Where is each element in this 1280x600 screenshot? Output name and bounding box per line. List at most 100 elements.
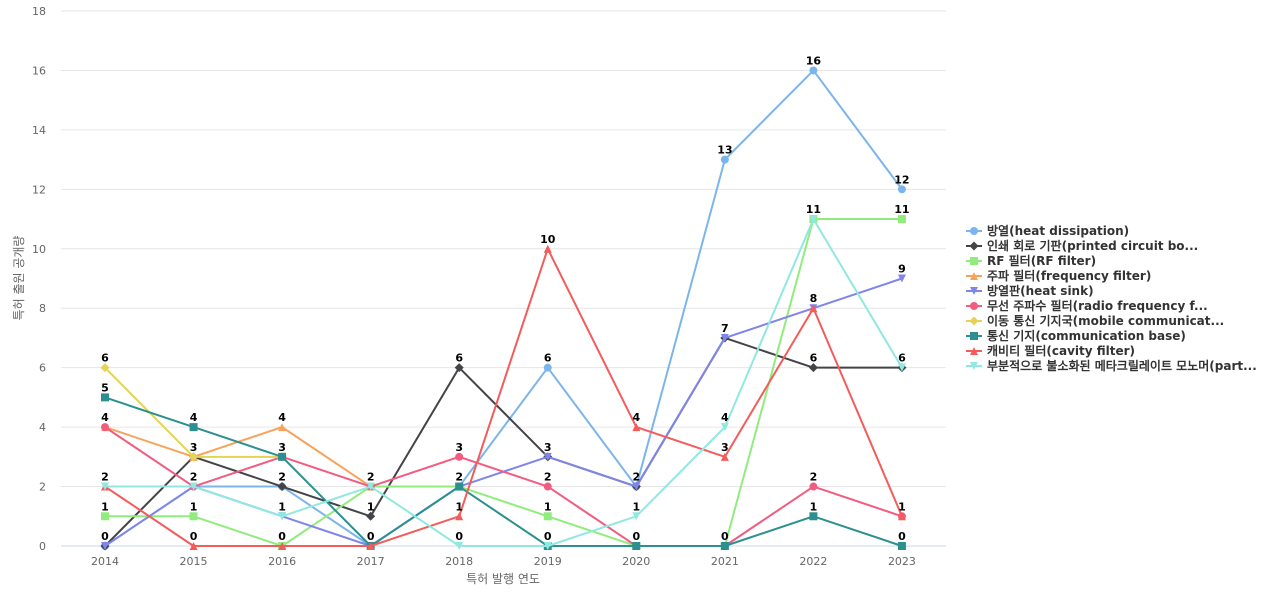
data-point[interactable] xyxy=(809,66,818,75)
data-point[interactable] xyxy=(808,363,818,373)
legend-item-2[interactable]: 인쇄 회로 기판(printed circuit bo... xyxy=(966,238,1198,253)
data-point[interactable] xyxy=(278,452,287,461)
data-label: 1 xyxy=(544,500,552,513)
legend-symbol xyxy=(970,362,978,370)
data-point[interactable] xyxy=(543,512,552,521)
series-2 xyxy=(100,333,907,551)
data-label: 6 xyxy=(101,352,109,365)
data-point[interactable] xyxy=(455,512,464,521)
data-label: 2 xyxy=(367,471,375,484)
data-point[interactable] xyxy=(189,423,198,432)
data-point[interactable] xyxy=(632,482,641,491)
x-tick-label: 2016 xyxy=(268,555,296,568)
data-point[interactable] xyxy=(101,423,109,432)
data-point[interactable] xyxy=(809,304,818,313)
x-tick-label: 2022 xyxy=(799,555,827,568)
legend-label: 이동 통신 기지국(mobile communicat... xyxy=(987,313,1224,328)
data-point[interactable] xyxy=(101,393,109,402)
data-point[interactable] xyxy=(366,482,375,491)
data-point[interactable] xyxy=(720,423,729,432)
data-point[interactable] xyxy=(809,482,818,491)
data-label: 7 xyxy=(721,322,729,335)
data-point[interactable] xyxy=(189,542,198,550)
data-point[interactable] xyxy=(101,482,109,491)
y-tick-label: 10 xyxy=(32,243,46,256)
data-point[interactable] xyxy=(720,155,729,164)
data-label: 6 xyxy=(898,352,906,365)
data-label: 0 xyxy=(101,530,109,543)
data-label: 3 xyxy=(455,441,463,454)
data-point[interactable] xyxy=(720,452,729,461)
data-point[interactable] xyxy=(897,542,906,550)
legend-item-3[interactable]: RF 필터(RF filter) xyxy=(966,253,1096,268)
y-tick-label: 0 xyxy=(39,540,46,553)
data-point[interactable] xyxy=(278,542,287,550)
legend-label: RF 필터(RF filter) xyxy=(987,253,1096,268)
legend-item-5[interactable]: 방열판(heat sink) xyxy=(966,283,1094,298)
legend-label: 통신 기지(communication base) xyxy=(987,328,1186,343)
data-point[interactable] xyxy=(100,363,110,373)
y-axis-title: 특허 출원 공개량 xyxy=(12,236,26,321)
data-point[interactable] xyxy=(897,215,906,224)
legend-item-8[interactable]: 통신 기지(communication base) xyxy=(966,328,1186,343)
data-point[interactable] xyxy=(809,215,818,224)
data-point[interactable] xyxy=(278,512,287,521)
data-point[interactable] xyxy=(454,363,464,373)
data-label: 4 xyxy=(721,411,729,424)
data-point[interactable] xyxy=(366,542,375,550)
data-point[interactable] xyxy=(278,423,287,432)
legend-item-9[interactable]: 캐비티 필터(cavity filter) xyxy=(966,343,1135,358)
legend-item-1[interactable]: 방열(heat dissipation) xyxy=(966,223,1129,238)
data-point[interactable] xyxy=(543,244,552,253)
legend-item-6[interactable]: 무선 주파수 필터(radio frequency f... xyxy=(966,298,1208,313)
data-label: 2 xyxy=(544,471,552,484)
series-lines xyxy=(100,66,907,551)
data-point[interactable] xyxy=(455,482,464,491)
data-point[interactable] xyxy=(632,512,641,521)
data-label: 13 xyxy=(717,144,732,157)
data-point[interactable] xyxy=(189,482,198,491)
legend-item-7[interactable]: 이동 통신 기지국(mobile communicat... xyxy=(966,313,1224,328)
y-tick-label: 2 xyxy=(39,481,46,494)
data-label: 8 xyxy=(810,292,818,305)
legend-symbol xyxy=(970,347,978,355)
data-label: 3 xyxy=(544,441,552,454)
data-point[interactable] xyxy=(101,542,109,550)
data-point[interactable] xyxy=(543,363,552,372)
data-point[interactable] xyxy=(543,542,552,550)
legend-item-10[interactable]: 부분적으로 불소화된 메타크릴레이트 모노머(part... xyxy=(966,358,1257,373)
legend-symbol xyxy=(970,257,978,265)
data-point[interactable] xyxy=(720,542,729,550)
y-tick-label: 12 xyxy=(32,183,46,196)
data-point[interactable] xyxy=(897,512,906,521)
data-label: 4 xyxy=(278,411,286,424)
series-line xyxy=(104,426,903,547)
data-point[interactable] xyxy=(809,512,818,521)
data-point[interactable] xyxy=(897,274,906,283)
data-label: 12 xyxy=(894,173,909,186)
data-point[interactable] xyxy=(277,482,287,492)
legend-item-4[interactable]: 주파 필터(frequency filter) xyxy=(966,268,1151,283)
data-point[interactable] xyxy=(897,363,906,372)
y-tick-label: 16 xyxy=(32,64,46,77)
legend-symbol xyxy=(970,287,978,295)
data-point[interactable] xyxy=(720,333,729,342)
data-point[interactable] xyxy=(101,512,109,521)
data-point[interactable] xyxy=(189,512,198,521)
data-point[interactable] xyxy=(455,452,464,461)
data-label: 11 xyxy=(806,203,821,216)
data-point[interactable] xyxy=(543,452,552,461)
data-point[interactable] xyxy=(543,482,552,491)
data-point[interactable] xyxy=(366,511,376,521)
series-line xyxy=(104,396,903,547)
data-point[interactable] xyxy=(897,185,906,194)
x-tick-label: 2021 xyxy=(711,555,739,568)
data-label: 2 xyxy=(190,471,198,484)
data-label: 6 xyxy=(810,352,818,365)
data-point[interactable] xyxy=(455,542,464,550)
data-label: 1 xyxy=(367,500,375,513)
data-point[interactable] xyxy=(632,423,641,432)
data-point[interactable] xyxy=(189,452,199,462)
data-point[interactable] xyxy=(632,542,641,550)
legend[interactable]: 방열(heat dissipation)인쇄 회로 기판(printed cir… xyxy=(966,223,1257,373)
